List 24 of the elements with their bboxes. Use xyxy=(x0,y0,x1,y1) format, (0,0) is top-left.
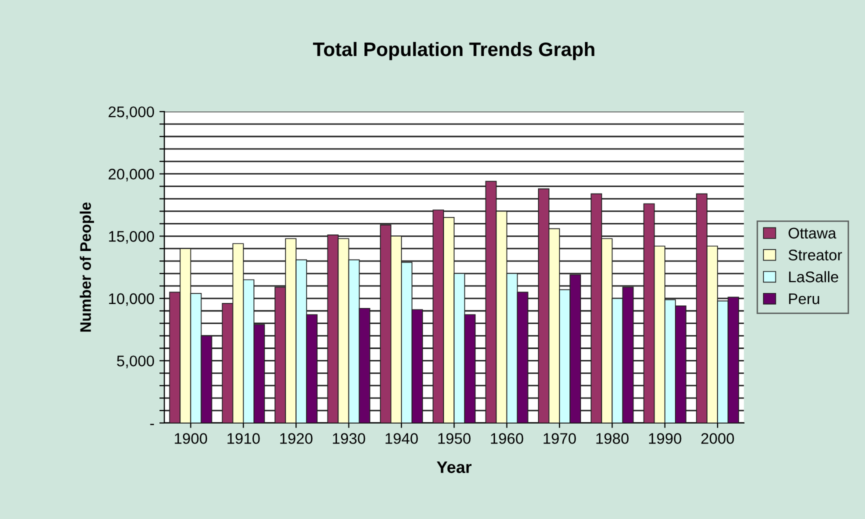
y-tick-label: - xyxy=(150,424,154,426)
x-tick-label: 1900 xyxy=(174,433,208,444)
x-tick-label: 1970 xyxy=(544,433,576,444)
legend-label: Ottawa xyxy=(788,228,836,239)
x-tick-label: 1960 xyxy=(490,433,524,444)
x-tick-label: 1930 xyxy=(332,433,366,444)
y-tick-label: 5,000 xyxy=(117,356,154,368)
x-tick-label: 1950 xyxy=(438,433,471,444)
x-tick-label: 1990 xyxy=(649,433,682,444)
y-axis-title: Number of People xyxy=(80,202,94,332)
y-tick-label: 10,000 xyxy=(109,293,154,306)
x-tick-label: 1920 xyxy=(280,433,312,444)
legend-label: LaSalle xyxy=(789,271,838,282)
x-tick-label: 1940 xyxy=(386,433,418,444)
chart-title: Total Population Trends Graph xyxy=(313,42,594,60)
x-axis-title: Year xyxy=(436,461,472,474)
y-tick-label: 20,000 xyxy=(108,168,154,182)
x-tick-label: 1980 xyxy=(596,433,629,444)
x-tick-label: 1910 xyxy=(228,433,260,444)
legend-label: Peru xyxy=(789,294,820,304)
x-tick-label: 2000 xyxy=(701,433,734,444)
y-tick-label: 15,000 xyxy=(109,231,154,244)
legend-label: Streator xyxy=(788,250,842,260)
y-tick-label: 25,000 xyxy=(108,106,154,120)
